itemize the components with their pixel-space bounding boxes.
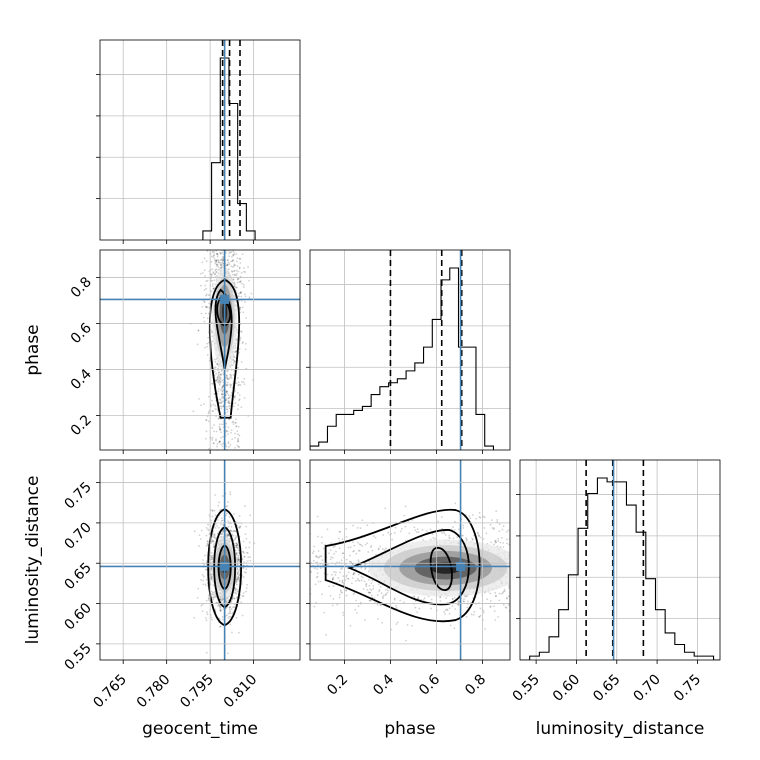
hist-luminosity_distance-xtick-label-2: 0.65 [590,672,623,705]
hist-phase-frame [309,249,511,451]
panel-geocent_time-vs-luminosity_distance-xtick-label-3: 0.810 [221,672,261,712]
xlabel-luminosity_distance: luminosity_distance [536,719,705,739]
panel-phase-vs-luminosity_distance-contour-1 [347,529,470,606]
panel-geocent_time-vs-luminosity_distance-ytick-label-0: 0.55 [61,640,94,673]
panel-phase-vs-luminosity_distance-xtick-label-1: 0.4 [370,671,397,698]
panel-phase-vs-luminosity_distance-xtick-label-0: 0.2 [324,672,351,699]
panel-geocent_time-vs-luminosity_distance-ytick-label-1: 0.60 [61,600,94,633]
panel-geocent_time-vs-phase-ytick-label-3: 0.8 [68,274,95,301]
hist-luminosity_distance-steps [520,477,720,660]
ylabel-luminosity_distance: luminosity_distance [23,476,43,645]
panel-geocent_time-vs-luminosity_distance-truth-marker [220,561,230,571]
panel-geocent_time-vs-luminosity_distance-frame [99,459,301,661]
hist-luminosity_distance-xtick-label-1: 0.60 [550,672,583,705]
panel-geocent_time-vs-phase-ytick-label-0: 0.2 [68,412,95,439]
panel-phase-vs-luminosity_distance-contour-0 [324,508,481,623]
ylabel-phase: phase [23,324,43,375]
panel-geocent_time-vs-phase-truth-marker [220,294,230,304]
panel-geocent_time-vs-luminosity_distance-xtick-label-2: 0.795 [177,672,217,712]
panel-geocent_time-vs-phase-ytick-label-2: 0.6 [68,320,95,347]
xlabel-geocent_time: geocent_time [142,719,258,739]
hist-phase-steps [310,267,494,450]
hist-luminosity_distance-xtick-label-4: 0.75 [671,672,704,705]
panel-phase-vs-luminosity_distance-density-4 [430,562,462,574]
xlabel-phase: phase [384,719,435,739]
panel-phase-vs-luminosity_distance-xtick-label-2: 0.6 [416,671,443,698]
panel-geocent_time-vs-phase-content [100,250,300,450]
panel-phase-vs-luminosity_distance-frame [309,459,511,661]
panel-phase-vs-luminosity_distance-xtick-label-3: 0.8 [462,672,489,699]
hist-luminosity_distance-frame [519,459,721,661]
panel-geocent_time-vs-luminosity_distance-ytick-label-3: 0.70 [61,519,94,552]
hist-luminosity_distance-xtick-label-0: 0.55 [510,672,543,705]
panel-geocent_time-vs-luminosity_distance-xtick-label-0: 0.765 [90,672,130,712]
panel-geocent_time-vs-luminosity_distance-content [100,460,300,660]
panel-geocent_time-vs-luminosity_distance-xtick-label-1: 0.780 [134,672,174,712]
panel-geocent_time-vs-luminosity_distance-ytick-label-4: 0.75 [61,479,94,512]
panel-geocent_time-vs-luminosity_distance-ytick-label-2: 0.65 [61,560,94,593]
panel-geocent_time-vs-phase-contour-1 [208,278,241,419]
panel-phase-vs-luminosity_distance-contour-2 [429,547,453,591]
panel-geocent_time-vs-phase-ytick-label-1: 0.4 [68,366,95,393]
hist-luminosity_distance-xtick-label-3: 0.70 [631,672,664,705]
panel-geocent_time-vs-phase-frame [99,249,301,451]
hist-geocent_time-frame [99,39,301,241]
panel-phase-vs-luminosity_distance-truth-marker [456,561,466,571]
panel-phase-vs-luminosity_distance-content [310,460,510,660]
